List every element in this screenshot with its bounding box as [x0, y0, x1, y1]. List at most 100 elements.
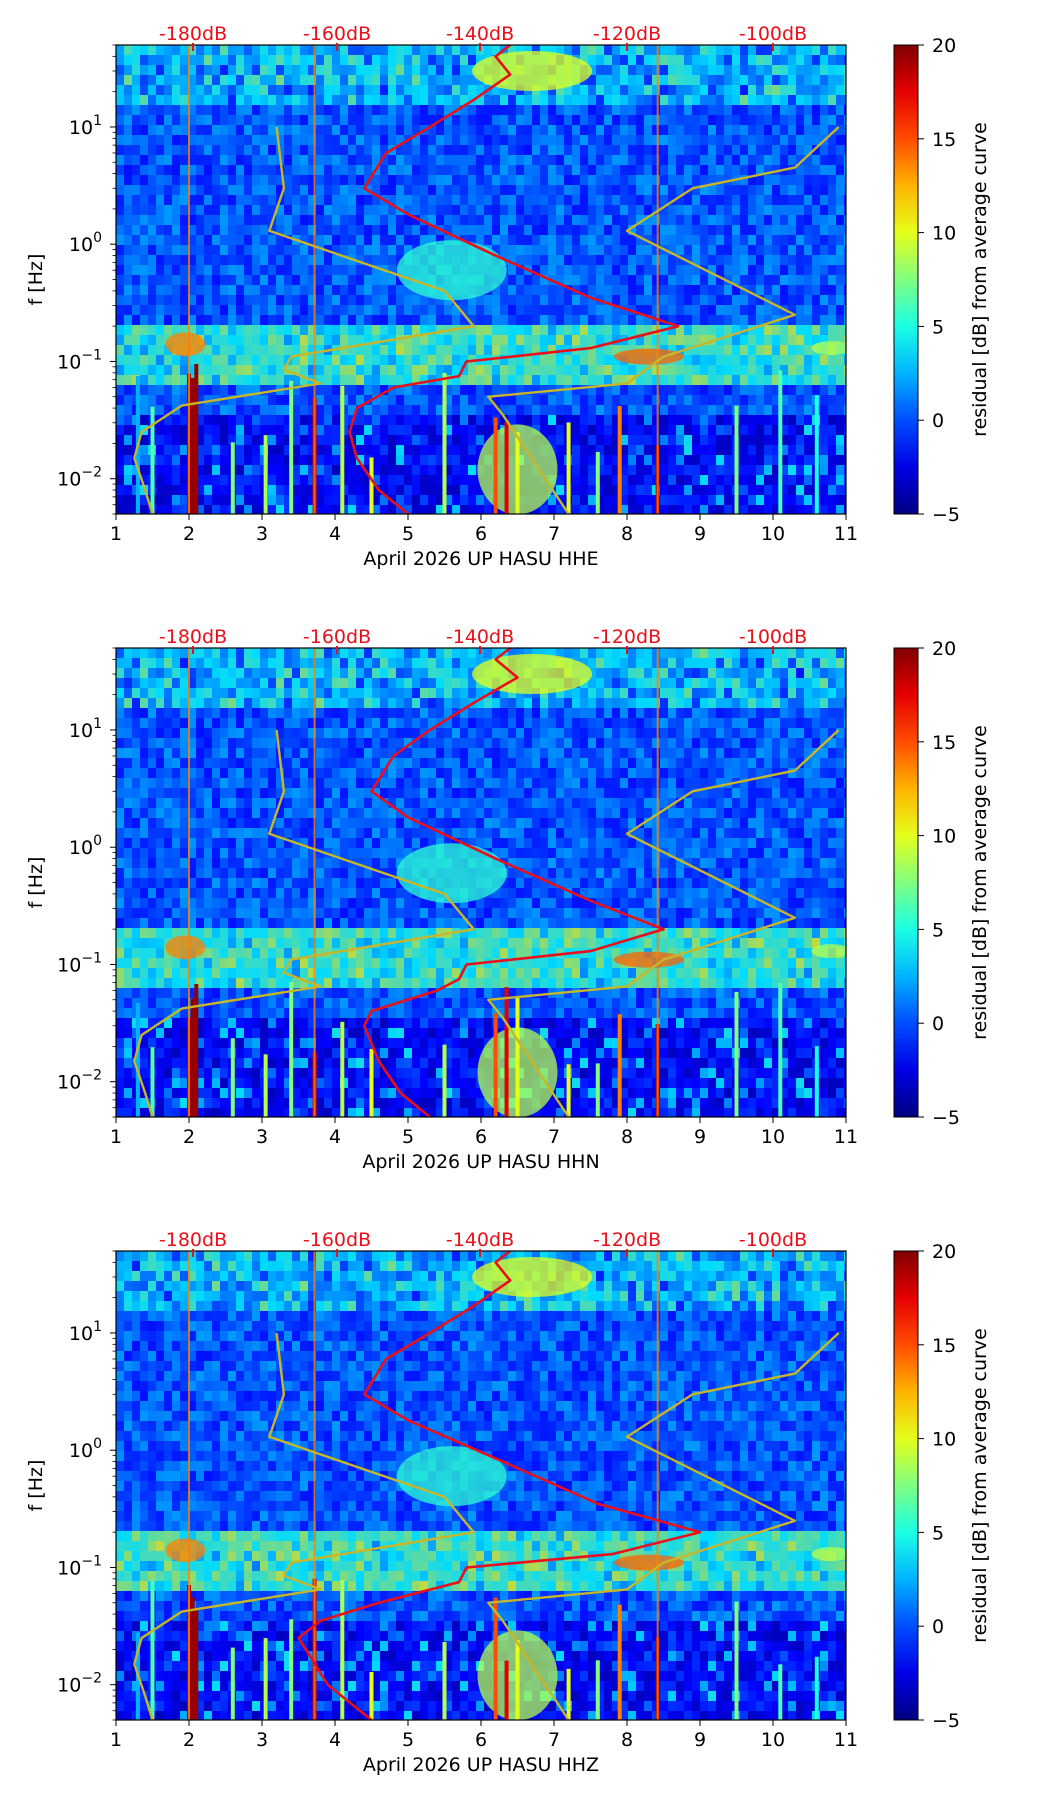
heatmap-cell	[428, 155, 436, 165]
heatmap-cell	[732, 265, 740, 275]
heatmap-cell	[116, 678, 124, 688]
heatmap-cell	[412, 145, 420, 155]
heatmap-cell	[788, 185, 796, 195]
heatmap-cell	[276, 115, 284, 125]
heatmap-cell	[388, 435, 396, 445]
heatmap-cell	[300, 205, 308, 215]
heatmap-cell	[300, 275, 308, 285]
heatmap-cell	[228, 315, 236, 325]
heatmap-cell	[156, 385, 164, 395]
heatmap-cell	[164, 245, 172, 255]
heatmap-cell	[844, 648, 846, 658]
heatmap-cell	[116, 355, 124, 365]
heatmap-cell	[172, 375, 180, 385]
heatmap-cell	[716, 85, 724, 95]
heatmap-cell	[700, 485, 708, 495]
heatmap-cell	[644, 495, 652, 505]
heatmap-cell	[236, 135, 244, 145]
heatmap-cell	[652, 265, 660, 275]
heatmap-cell	[596, 195, 604, 205]
heatmap-cell	[772, 155, 780, 165]
heatmap-cell	[252, 125, 260, 135]
heatmap-cell	[604, 75, 612, 85]
heatmap-cell	[764, 455, 772, 465]
heatmap-cell	[780, 225, 788, 235]
heatmap-cell	[276, 375, 284, 385]
heatmap-cell	[772, 125, 780, 135]
heatmap-cell	[260, 385, 268, 395]
heatmap-cell	[412, 225, 420, 235]
heatmap-cell	[124, 205, 132, 215]
heatmap-cell	[292, 345, 300, 355]
heatmap-cell	[476, 405, 484, 415]
heatmap-cell	[836, 145, 844, 155]
heatmap-cell	[516, 345, 524, 355]
heatmap-cell	[532, 195, 540, 205]
heatmap-cell	[284, 55, 292, 65]
heatmap-cell	[468, 305, 476, 315]
heatmap-cell	[588, 195, 596, 205]
heatmap-cell	[420, 505, 428, 514]
heatmap-cell	[260, 265, 268, 275]
heatmap-cell	[820, 215, 828, 225]
heatmap-cell	[356, 275, 364, 285]
heatmap-cell	[372, 305, 380, 315]
heatmap-cell	[532, 275, 540, 285]
heatmap-cell	[204, 475, 212, 485]
heatmap-cell	[148, 135, 156, 145]
heatmap-cell	[700, 145, 708, 155]
heatmap-cell	[276, 485, 284, 495]
heatmap-cell	[764, 115, 772, 125]
heatmap-cell	[796, 355, 804, 365]
heatmap-cell	[652, 305, 660, 315]
heatmap-cell	[772, 55, 780, 65]
heatmap-cell	[772, 495, 780, 505]
heatmap-cell	[588, 265, 596, 275]
heatmap-cell	[676, 105, 684, 115]
heatmap-cell	[292, 205, 300, 215]
heatmap-cell	[604, 265, 612, 275]
heatmap-cell	[396, 668, 404, 678]
heatmap-cell	[460, 385, 468, 395]
heatmap-cell	[812, 688, 820, 698]
heatmap-cell	[660, 385, 668, 395]
heatmap-cell	[556, 185, 564, 195]
heatmap-cell	[748, 658, 756, 668]
heatmap-cell	[716, 335, 724, 345]
heatmap-cell	[732, 55, 740, 65]
heatmap-cell	[244, 335, 252, 345]
heatmap-cell	[620, 235, 628, 245]
heatmap-cell	[452, 135, 460, 145]
heatmap-cell	[332, 255, 340, 265]
heatmap-cell	[692, 165, 700, 175]
heatmap-cell	[588, 465, 596, 475]
heatmap-cell	[724, 125, 732, 135]
heatmap-cell	[692, 425, 700, 435]
heatmap-cell	[556, 255, 564, 265]
heatmap-cell	[724, 215, 732, 225]
heatmap-cell	[500, 215, 508, 225]
heatmap-cell	[740, 455, 748, 465]
heatmap-cell	[604, 285, 612, 295]
heatmap-cell	[556, 195, 564, 205]
heatmap-cell	[492, 335, 500, 345]
heatmap-cell	[428, 295, 436, 305]
heatmap-cell	[588, 185, 596, 195]
heatmap-cell	[164, 155, 172, 165]
heatmap-cell	[804, 95, 812, 105]
heatmap-cell	[124, 315, 132, 325]
heatmap-cell	[532, 295, 540, 305]
heatmap-cell	[716, 45, 724, 55]
heatmap-cell	[236, 295, 244, 305]
heatmap-cell	[580, 235, 588, 245]
heatmap-cell	[596, 65, 604, 75]
heatmap-cell	[828, 355, 836, 365]
heatmap-cell	[244, 175, 252, 185]
heatmap-cell	[796, 305, 804, 315]
heatmap-cell	[132, 85, 140, 95]
heatmap-cell	[828, 485, 836, 495]
heatmap-cell	[420, 155, 428, 165]
heatmap-cell	[348, 678, 356, 688]
heatmap-cell	[812, 115, 820, 125]
heatmap-cell	[276, 325, 284, 335]
